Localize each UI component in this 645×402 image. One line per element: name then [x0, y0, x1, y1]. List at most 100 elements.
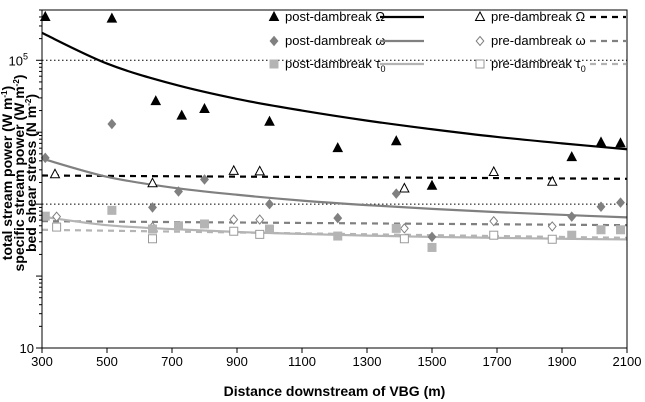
fit-line-0 — [41, 31, 628, 151]
data-point-2 — [200, 174, 209, 185]
data-point-5 — [229, 226, 239, 236]
data-point-0 — [264, 115, 275, 126]
data-point-5 — [148, 234, 157, 244]
data-point-3 — [255, 214, 265, 225]
fit-line-3 — [41, 220, 628, 227]
reference-lines — [42, 59, 627, 205]
legend-label-0: post-dambreak Ω — [285, 9, 385, 24]
legend-label-text: post-dambreak ω — [285, 33, 385, 48]
legend-marker-4 — [269, 59, 279, 69]
data-point-1 — [254, 165, 266, 176]
data-point-1 — [147, 177, 158, 188]
legend-marker-3 — [475, 35, 485, 47]
x-tick-label: 1500 — [418, 354, 447, 369]
data-point-0 — [176, 109, 188, 120]
plot-frame — [41, 9, 628, 349]
y-title-exponent: -1 — [0, 90, 9, 98]
x-tick-label: 500 — [96, 354, 118, 369]
x-tick-label: 1100 — [288, 354, 316, 369]
y-tick-label: 10 — [20, 341, 34, 356]
data-point-5 — [255, 229, 265, 239]
data-point-2 — [567, 211, 577, 222]
data-point-0 — [39, 10, 51, 21]
fit-line-1 — [41, 174, 628, 180]
legend-marker-0 — [268, 10, 280, 21]
data-point-1 — [488, 165, 500, 176]
y-title-text: specific stream power (W m — [11, 86, 27, 271]
legend-label-text: post-dambreak τ — [285, 56, 381, 71]
data-point-5 — [399, 234, 409, 244]
data-point-0 — [390, 135, 402, 146]
data-point-4 — [596, 225, 606, 235]
data-point-4 — [333, 231, 343, 241]
data-point-0 — [426, 179, 438, 190]
x-tick-label: 700 — [161, 354, 183, 369]
y-axis-title-2: specific stream power (W m-2) — [11, 75, 27, 272]
legend-marker-2 — [269, 35, 279, 47]
data-point-4 — [265, 224, 274, 234]
legend-label-text: pre-dambreak τ — [491, 56, 582, 71]
legend-label-text: pre-dambreak ω — [491, 33, 586, 48]
data-point-2 — [174, 186, 183, 197]
legend-label-5: pre-dambreak τ0 — [491, 56, 586, 74]
data-point-2 — [148, 202, 157, 213]
fit-line-2 — [41, 157, 628, 219]
legend-marker-1 — [474, 10, 486, 21]
data-point-2 — [616, 197, 625, 208]
y-title-close: ) — [11, 75, 27, 80]
data-point-0 — [566, 151, 578, 162]
data-point-1 — [399, 182, 410, 193]
y-title-close: ) — [23, 94, 39, 99]
legend-label-3: pre-dambreak ω — [491, 33, 586, 48]
data-point-4 — [200, 219, 209, 229]
legend-label-subscript: 0 — [380, 64, 385, 74]
data-points — [39, 10, 626, 252]
data-point-0 — [595, 136, 607, 147]
data-point-2 — [333, 212, 343, 224]
data-point-4 — [174, 221, 183, 231]
x-tick-label: 300 — [31, 354, 53, 369]
data-point-1 — [49, 168, 61, 179]
legend-label-subscript: 0 — [581, 64, 586, 74]
legend-label-2: post-dambreak ω — [285, 33, 385, 48]
y-title-exponent: -2 — [24, 98, 33, 106]
x-tick-label: 1700 — [483, 354, 512, 369]
data-point-2 — [391, 188, 401, 199]
data-point-1 — [228, 164, 240, 175]
data-point-3 — [229, 214, 239, 225]
fit-curves — [41, 31, 628, 241]
x-tick-label: 1900 — [548, 354, 577, 369]
x-axis: 300 500 700 900 1100 1300 1500 1700 1900 2100 — [31, 348, 641, 369]
x-tick-label: 900 — [226, 354, 248, 369]
legend-label-4: post-dambreak τ0 — [285, 56, 385, 74]
data-point-4 — [616, 225, 625, 235]
y-axis-title-1: total stream power (W m-1) — [0, 86, 15, 260]
y-title-text: bed shear stress (N m — [23, 106, 39, 252]
data-point-4 — [107, 205, 117, 215]
y-axis-titles: total stream power (W m-1)specific strea… — [0, 75, 39, 272]
data-point-4 — [391, 223, 401, 233]
data-point-2 — [596, 201, 606, 213]
data-point-2 — [265, 198, 274, 210]
legend: post-dambreak Ω pre-dambreak Ω post-dambre… — [268, 9, 626, 74]
y-axis-title-3: bed shear stress (N m-2) — [23, 94, 39, 252]
x-tick-label: 2100 — [613, 354, 642, 369]
y-title-exponent: -2 — [12, 79, 21, 87]
fit-line-5 — [41, 228, 628, 239]
data-point-5 — [489, 230, 499, 240]
data-point-3 — [489, 215, 499, 227]
data-point-1 — [546, 175, 558, 186]
data-point-0 — [106, 12, 118, 23]
legend-marker-5 — [475, 59, 485, 69]
data-point-4 — [40, 211, 50, 221]
data-point-4 — [567, 230, 577, 240]
data-point-5 — [52, 222, 62, 232]
data-point-0 — [199, 102, 210, 114]
data-point-3 — [52, 211, 62, 222]
y-tick-exponent: 5 — [23, 51, 28, 61]
data-point-5 — [547, 234, 557, 244]
legend-label-text: pre-dambreak Ω — [491, 9, 586, 24]
